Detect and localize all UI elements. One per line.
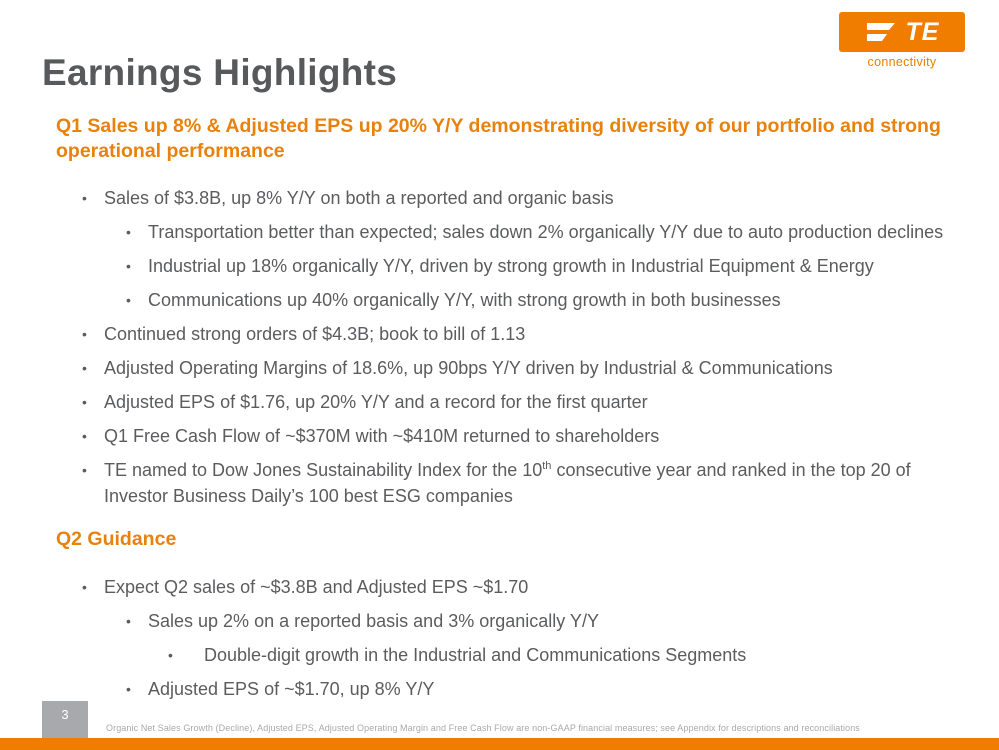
q2-heading: Q2 Guidance [56,527,177,550]
bullet-q1-communications: • Communications up 40% organically Y/Y,… [126,287,963,313]
bullet-glyph: • [82,427,87,444]
bullet-text: Q1 Free Cash Flow of ~$370M with ~$410M … [104,425,660,446]
bullet-text: Transportation better than expected; sal… [148,221,944,242]
bullet-text: Double-digit growth in the Industrial an… [204,645,747,666]
bullet-text-post: consecutive year and ranked in the top 2… [104,459,911,506]
bullet-q1-fcf: • Q1 Free Cash Flow of ~$370M with ~$410… [82,423,963,449]
bullet-q1-industrial: • Industrial up 18% organically Y/Y, dri… [126,253,963,279]
bullet-text-sup: th [542,459,552,472]
te-logo-text: TE [905,17,940,46]
bullet-glyph: • [82,579,87,596]
te-logo: TE connectivity [839,12,965,69]
q1-heading: Q1 Sales up 8% & Adjusted EPS up 20% Y/Y… [56,115,941,163]
bullet-q2-eps: • Adjusted EPS of ~$1.70, up 8% Y/Y [126,676,963,702]
bullet-glyph: • [168,647,173,664]
bullet-text-pre: TE named to Dow Jones Sustainability Ind… [104,459,543,480]
te-logo-tagline: connectivity [867,55,937,69]
bullet-q1-orders: • Continued strong orders of $4.3B; book… [82,321,963,347]
bullet-glyph: • [126,681,131,698]
bullet-glyph: • [126,613,131,630]
bullet-glyph: • [82,359,87,376]
bullet-glyph: • [126,291,131,308]
bullet-q2-expect: • Expect Q2 sales of ~$3.8B and Adjusted… [82,574,963,600]
bullet-q1-transportation: • Transportation better than expected; s… [126,219,963,245]
footer-note: Organic Net Sales Growth (Decline), Adju… [106,723,860,733]
bullet-glyph: • [82,189,87,206]
bullet-text: Expect Q2 sales of ~$3.8B and Adjusted E… [104,577,529,598]
bullet-q1-sustainability: • TE named to Dow Jones Sustainability I… [82,457,963,509]
bullet-text: Continued strong orders of $4.3B; book t… [104,323,526,344]
te-logo-box: TE [839,12,965,52]
bullet-text: TE named to Dow Jones Sustainability Ind… [104,457,963,509]
page-number: 3 [61,707,69,722]
bullet-glyph: • [126,257,131,274]
bullet-text: Sales of $3.8B, up 8% Y/Y on both a repo… [104,187,614,208]
bullet-text: Adjusted EPS of ~$1.70, up 8% Y/Y [148,679,435,700]
bullet-glyph: • [82,325,87,342]
bullet-text: Adjusted EPS of $1.76, up 20% Y/Y and a … [104,391,648,412]
bullet-text: Sales up 2% on a reported basis and 3% o… [148,611,599,632]
te-logo-mark-icon [866,23,895,41]
bullet-q1-margins: • Adjusted Operating Margins of 18.6%, u… [82,355,963,381]
bullet-text: Adjusted Operating Margins of 18.6%, up … [104,357,833,378]
bullet-glyph: • [126,223,131,240]
bullet-q2-double-digit: • Double-digit growth in the Industrial … [168,642,963,668]
bottom-accent-bar [0,738,999,750]
bullet-text: Communications up 40% organically Y/Y, w… [148,289,781,310]
page-number-box: 3 [42,701,88,738]
bullet-glyph: • [82,461,87,478]
bullet-glyph: • [82,393,87,410]
bullet-text: Industrial up 18% organically Y/Y, drive… [148,255,874,276]
bullet-q1-eps: • Adjusted EPS of $1.76, up 20% Y/Y and … [82,389,963,415]
page-title: Earnings Highlights [42,52,398,93]
bullet-q2-sales: • Sales up 2% on a reported basis and 3%… [126,608,963,634]
bullet-q1-sales: • Sales of $3.8B, up 8% Y/Y on both a re… [82,185,963,211]
slide-content: Q1 Sales up 8% & Adjusted EPS up 20% Y/Y… [56,114,963,710]
